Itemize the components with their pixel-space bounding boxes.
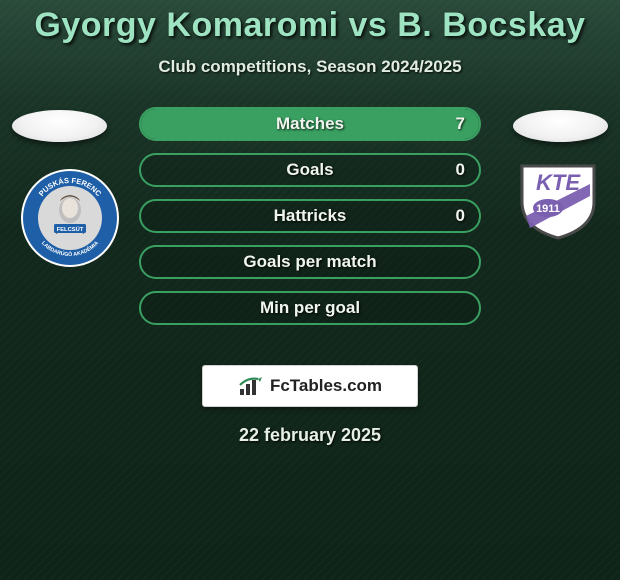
- stat-row: Min per goal: [139, 291, 481, 325]
- stats-panel: Matches7Goals0Hattricks0Goals per matchM…: [139, 107, 481, 337]
- svg-text:FELCSÚT: FELCSÚT: [57, 226, 84, 233]
- stat-label: Matches: [141, 114, 479, 134]
- brand-box: FcTables.com: [202, 365, 418, 407]
- left-club-badge: PUSKÁS FERENC LABDARÚGÓ AKADÉMIA FELCSÚT: [20, 168, 120, 268]
- right-player-oval: [513, 110, 608, 142]
- stat-row: Matches7: [139, 107, 481, 141]
- stat-row: Goals per match: [139, 245, 481, 279]
- page-title: Gyorgy Komaromi vs B. Bocskay: [0, 6, 620, 45]
- brand-text: FcTables.com: [270, 376, 382, 396]
- right-club-badge: KTE 1911: [516, 156, 600, 240]
- arena: PUSKÁS FERENC LABDARÚGÓ AKADÉMIA FELCSÚT: [0, 107, 620, 347]
- svg-text:1911: 1911: [536, 203, 560, 215]
- infographic-root: Gyorgy Komaromi vs B. Bocskay Club compe…: [0, 0, 620, 446]
- kte-badge-icon: KTE 1911: [516, 156, 600, 240]
- stat-value: 0: [456, 206, 465, 226]
- stat-value: 7: [456, 114, 465, 134]
- bars-icon: [238, 375, 264, 397]
- stat-label: Goals: [141, 160, 479, 180]
- stat-value: 0: [456, 160, 465, 180]
- puskas-badge-icon: PUSKÁS FERENC LABDARÚGÓ AKADÉMIA FELCSÚT: [20, 168, 120, 268]
- svg-text:KTE: KTE: [536, 170, 581, 195]
- subtitle: Club competitions, Season 2024/2025: [0, 57, 620, 77]
- stat-row: Goals0: [139, 153, 481, 187]
- stat-label: Goals per match: [141, 252, 479, 272]
- left-player-oval: [12, 110, 107, 142]
- stat-label: Hattricks: [141, 206, 479, 226]
- stat-row: Hattricks0: [139, 199, 481, 233]
- stat-label: Min per goal: [141, 298, 479, 318]
- date-line: 22 february 2025: [0, 425, 620, 446]
